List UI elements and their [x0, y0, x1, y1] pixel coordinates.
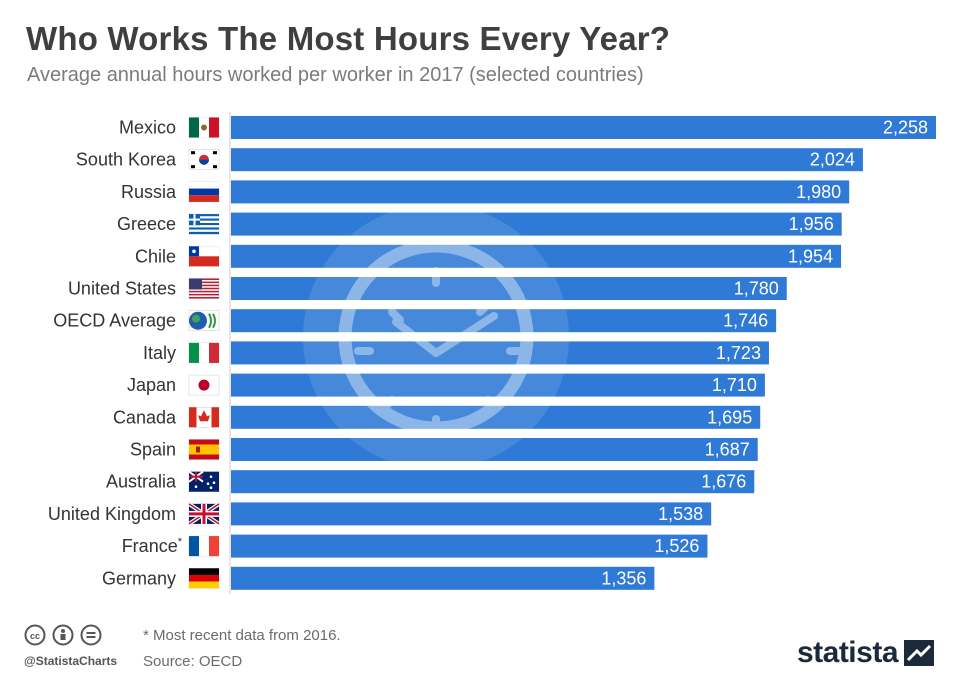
clock-overlay [303, 204, 569, 470]
brand-name: statista [796, 636, 899, 669]
chile-flag-icon [188, 246, 220, 267]
footnote: * Most recent data from 2016. [143, 627, 341, 644]
bar-united-kingdom[interactable] [231, 502, 712, 526]
creative-commons-icon: cc [24, 624, 46, 646]
bar-france[interactable] [231, 534, 708, 558]
value-label-greece: 1,956 [789, 214, 834, 234]
canada-flag-icon [188, 407, 220, 428]
value-label-japan: 1,710 [712, 375, 757, 395]
bar-united-states[interactable] [231, 277, 787, 300]
statista-logo[interactable]: statista [797, 636, 934, 670]
statista-mark-icon [904, 640, 934, 666]
category-label-mexico: Mexico [119, 118, 176, 138]
germany-flag-icon [188, 568, 220, 589]
bar-italy[interactable] [231, 341, 769, 365]
bar-germany[interactable] [231, 566, 655, 590]
category-label-germany: Germany [102, 568, 176, 588]
bar-japan[interactable] [231, 373, 765, 397]
bar-australia[interactable] [231, 470, 755, 494]
value-label-france: 1,526 [654, 536, 699, 556]
value-label-south-korea: 2,024 [810, 150, 855, 170]
twitter-handle[interactable]: @StatistaCharts [24, 654, 118, 668]
svg-text:cc: cc [30, 631, 40, 641]
category-label-australia: Australia [106, 472, 177, 492]
category-label-united-states: United States [68, 279, 176, 299]
value-label-australia: 1,676 [701, 472, 746, 492]
value-label-spain: 1,687 [705, 440, 750, 460]
south-korea-flag-icon [188, 149, 220, 170]
bar-spain[interactable] [231, 438, 758, 461]
france-flag-icon [188, 535, 220, 557]
category-label-canada: Canada [113, 407, 177, 427]
value-label-united-kingdom: 1,538 [658, 504, 703, 524]
value-label-italy: 1,723 [716, 343, 761, 363]
value-label-mexico: 2,258 [883, 118, 928, 138]
russia-flag-icon [188, 181, 220, 203]
united-kingdom-flag-icon [187, 502, 221, 526]
bar-greece[interactable] [231, 212, 842, 236]
category-label-south-korea: South Korea [76, 150, 177, 170]
greece-flag-icon [188, 213, 220, 235]
source-text: Source: OECD [143, 653, 243, 670]
value-label-canada: 1,695 [707, 407, 752, 427]
oecd-logo-icon [188, 310, 220, 331]
japan-flag-icon [188, 374, 220, 396]
value-label-oecd-average: 1,746 [723, 311, 768, 331]
category-label-italy: Italy [143, 343, 176, 363]
chart-title: Who Works The Most Hours Every Year? [26, 20, 671, 57]
no-derivatives-icon [80, 624, 102, 646]
category-label-france: France* [122, 536, 183, 556]
italy-flag-icon [188, 342, 220, 364]
australia-flag-icon [188, 470, 220, 492]
category-label-russia: Russia [121, 182, 177, 202]
category-label-japan: Japan [127, 375, 176, 395]
spain-flag-icon [188, 439, 220, 460]
category-label-oecd-average: OECD Average [53, 311, 176, 331]
bar-south-korea[interactable] [231, 148, 863, 172]
value-label-russia: 1,980 [796, 182, 841, 202]
mexico-flag-icon [188, 117, 220, 138]
bar-oecd-average[interactable] [231, 309, 777, 333]
attribution-icon [52, 624, 74, 646]
bar-chile[interactable] [231, 244, 842, 268]
license-icons: cc [24, 624, 102, 646]
value-label-united-states: 1,780 [734, 279, 779, 299]
category-label-chile: Chile [135, 246, 176, 266]
united-states-flag-icon [188, 278, 220, 299]
bar-canada[interactable] [231, 405, 761, 429]
bar-russia[interactable] [231, 180, 850, 204]
category-label-greece: Greece [117, 214, 176, 234]
category-label-united-kingdom: United Kingdom [48, 504, 176, 524]
category-label-spain: Spain [130, 440, 176, 460]
value-label-germany: 1,356 [601, 568, 646, 588]
value-label-chile: 1,954 [788, 246, 833, 266]
bar-mexico[interactable] [231, 116, 936, 139]
chart-subtitle: Average annual hours worked per worker i… [27, 64, 644, 86]
